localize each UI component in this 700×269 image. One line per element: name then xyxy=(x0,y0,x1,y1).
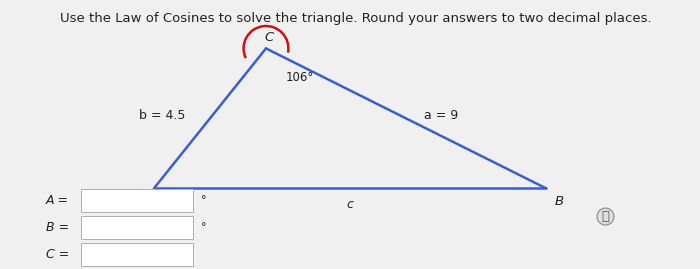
Text: b = 4.5: b = 4.5 xyxy=(139,109,186,122)
Text: ⓘ: ⓘ xyxy=(601,210,610,223)
Text: 106°: 106° xyxy=(286,71,314,84)
Text: a = 9: a = 9 xyxy=(424,109,458,122)
Text: °: ° xyxy=(201,195,206,206)
Text: C: C xyxy=(265,31,274,44)
Text: B =: B = xyxy=(46,221,69,234)
Text: A =: A = xyxy=(46,194,69,207)
Text: C =: C = xyxy=(46,248,69,261)
Text: Use the Law of Cosines to solve the triangle. Round your answers to two decimal : Use the Law of Cosines to solve the tria… xyxy=(60,12,651,25)
Text: °: ° xyxy=(201,222,206,232)
Text: c: c xyxy=(346,198,354,211)
Text: A: A xyxy=(136,195,146,208)
Text: B: B xyxy=(554,195,564,208)
